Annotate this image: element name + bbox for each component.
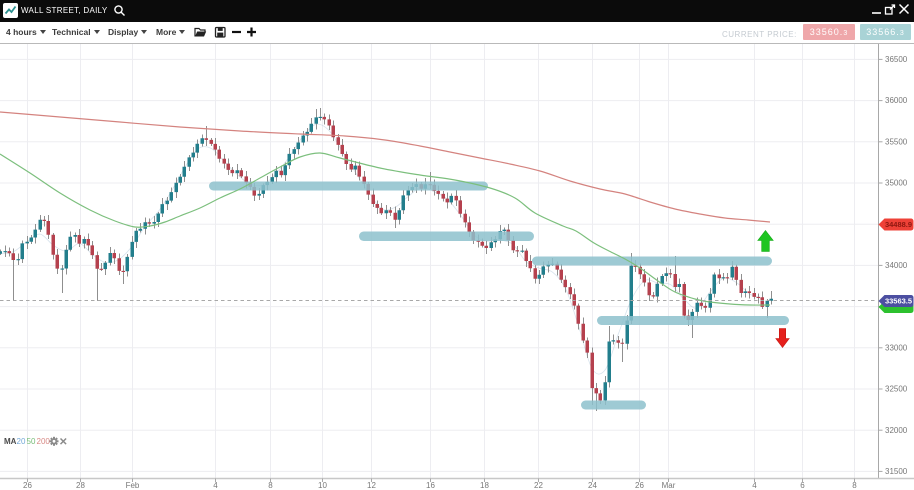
svg-text:4: 4 xyxy=(752,481,757,490)
svg-text:4: 4 xyxy=(213,481,218,490)
svg-text:34488.9: 34488.9 xyxy=(885,220,912,229)
svg-text:18: 18 xyxy=(480,481,489,490)
svg-text:MA: MA xyxy=(4,437,17,446)
svg-text:24: 24 xyxy=(588,481,597,490)
svg-text:10: 10 xyxy=(318,481,327,490)
svg-text:35000: 35000 xyxy=(885,179,908,188)
svg-text:26: 26 xyxy=(23,481,32,490)
svg-text:33000: 33000 xyxy=(885,343,908,352)
svg-text:32000: 32000 xyxy=(885,426,908,435)
svg-text:26: 26 xyxy=(635,481,644,490)
svg-text:35500: 35500 xyxy=(885,137,908,146)
svg-text:31500: 31500 xyxy=(885,467,908,476)
svg-text:12: 12 xyxy=(367,481,376,490)
svg-text:6: 6 xyxy=(800,481,805,490)
svg-text:200: 200 xyxy=(37,437,51,446)
svg-text:8: 8 xyxy=(852,481,857,490)
svg-text:28: 28 xyxy=(76,481,85,490)
svg-text:50: 50 xyxy=(27,437,36,446)
svg-text:20: 20 xyxy=(17,437,26,446)
svg-text:32500: 32500 xyxy=(885,385,908,394)
svg-text:36500: 36500 xyxy=(885,55,908,64)
svg-text:Mar: Mar xyxy=(662,481,676,490)
svg-text:36000: 36000 xyxy=(885,96,908,105)
svg-text:Feb: Feb xyxy=(126,481,140,490)
svg-text:22: 22 xyxy=(534,481,543,490)
svg-text:8: 8 xyxy=(268,481,273,490)
svg-text:33563.5: 33563.5 xyxy=(885,297,912,306)
svg-text:34000: 34000 xyxy=(885,261,908,270)
svg-text:16: 16 xyxy=(426,481,435,490)
